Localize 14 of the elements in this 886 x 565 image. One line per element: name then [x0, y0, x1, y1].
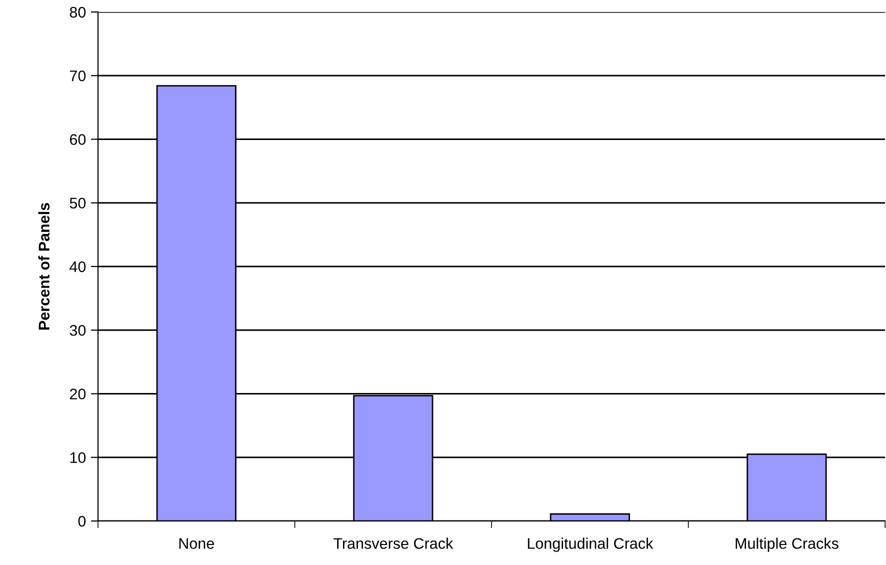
y-tick-label: 60 — [70, 134, 86, 145]
y-tick-label: 0 — [78, 516, 86, 527]
y-tick-label: 80 — [70, 6, 86, 18]
y-tick-label: 10 — [70, 452, 86, 464]
y-tick-label: 70 — [70, 70, 86, 82]
x-tick-label: None — [179, 538, 214, 549]
x-tick-label: Longitudinal Crack — [528, 538, 654, 552]
y-tick-label: 20 — [70, 388, 86, 400]
y-tick-label: 50 — [70, 198, 86, 209]
y-tick-label: 40 — [70, 261, 86, 272]
x-tick-label: Transverse Crack — [334, 538, 454, 549]
y-axis-title: Percent of Panels — [38, 203, 50, 330]
x-tick-label: Multiple Cracks — [736, 538, 838, 552]
y-tick-label: 30 — [70, 324, 86, 336]
